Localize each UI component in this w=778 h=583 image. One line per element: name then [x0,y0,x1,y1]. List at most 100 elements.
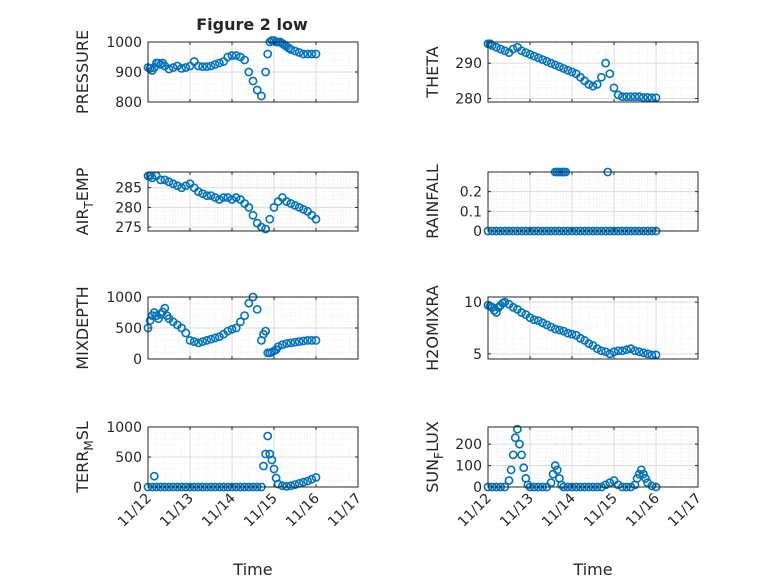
chart-4-point [189,337,199,347]
chart-7-x-tick-label: 11/17 [665,491,705,531]
chart-5-y-label-main: H2OMIXRA [423,285,442,371]
chart-4-point [177,323,186,333]
chart-3-axes-box [487,171,699,232]
chart-5-point [605,349,615,359]
chart-7-x-tick-label: 11/14 [539,490,579,530]
chart-2-point [210,193,220,202]
chart-2-point [206,191,216,200]
chart-7-point [641,474,650,483]
chart-6-point [290,480,300,489]
chart-4-point [198,337,207,347]
chart-2-y-label: AIRTEMP [73,167,96,235]
chart-5-axes-box [487,296,699,360]
chart-3-y-label-main: RAINFALL [423,164,442,239]
chart-5-point [508,302,518,312]
chart-4-point [206,334,216,344]
chart-2-point [282,197,291,206]
chart-5-point [525,313,535,323]
chart-6-point [261,449,270,459]
chart-0-point [263,49,273,59]
chart-1-point [500,46,510,56]
chart-4-point [277,340,287,350]
chart-5-point [563,328,573,338]
chart-7-point [504,476,514,485]
chart-7-axes-box [487,426,699,488]
chart-6-y-label-main: TERR [73,451,92,494]
chart-4-point [286,338,296,348]
chart-7-y-tick-label: 200 [455,437,482,453]
chart-0-point [303,49,312,59]
chart-7-y-label: SUNFLUX [423,421,446,493]
chart-1-point [613,90,623,100]
chart-2-y-tick-label: 275 [115,220,142,236]
chart-3-y-tick-label: 0.2 [460,185,482,201]
chart-1-point [538,55,547,65]
chart-6-point [298,477,308,487]
chart-1-y-tick-label: 280 [455,91,482,107]
figure-title: Figure 2 low [196,15,308,34]
chart-0-point [198,62,207,71]
chart-0-point [227,51,237,60]
chart-0-axes: 800 900 1000 PRESSURE [73,30,359,114]
chart-4-axes: 0 500 1000 MIXDEPTH [73,286,359,370]
chart-0-point [261,67,270,77]
chart-5-y-tick-label: 5 [473,347,482,363]
chart-7-axes: 0 100 200 SUNFLUX 11/12 11/13 11/14 11/15 11/16 1… [423,421,705,579]
chart-2-point [147,173,157,183]
chart-7-x-tick-label: 11/12 [455,491,495,531]
chart-6-point [277,481,287,491]
chart-7-point [519,463,529,473]
chart-2-point [156,175,165,185]
chart-1-point [618,92,627,102]
chart-2-point [231,193,241,202]
chart-5-point [643,349,652,359]
chart-2-y-tick-label: 285 [115,181,142,197]
chart-6-point [263,431,273,441]
chart-1-point [597,72,606,82]
chart-6-x-tick-label: 11/16 [283,490,323,530]
chart-7-x-label: Time [572,560,612,579]
chart-0-point [168,63,178,72]
chart-3-y-tick-label: 0.1 [460,204,482,220]
chart-5-point [634,347,644,357]
chart-4-point [303,335,312,345]
chart-7-point [601,480,610,490]
chart-6-point [269,464,279,474]
chart-2-y-label-rest: EMP [73,167,92,201]
chart-4-y-tick-label: 500 [115,321,142,337]
chart-1-point [605,69,615,79]
chart-6-x-label: Time [232,560,272,579]
chart-1-point [601,58,610,68]
chart-4-point [307,335,317,345]
chart-0-point [294,48,304,57]
chart-4-point [298,336,308,346]
chart-1-point [529,51,539,61]
chart-5-point [613,346,623,356]
chart-0-point [210,60,220,69]
chart-0-point [244,67,254,77]
chart-2-point [244,202,254,212]
chart-7-y-tick-label: 100 [455,459,482,475]
chart-2-point [198,189,207,199]
chart-5-point [592,344,602,354]
chart-0-point [307,49,317,59]
chart-5-point [542,320,552,330]
chart-4-point [252,304,262,314]
chart-6-x-tick-label: 11/17 [325,491,365,531]
chart-0-y-tick-label: 1000 [106,35,142,51]
chart-6-point [311,472,321,482]
chart-7-y-label-sub: F [432,452,446,459]
chart-6-point [273,479,283,489]
chart-0-point [206,61,216,71]
chart-1-axes: 280 290 THETA [423,39,699,107]
chart-1-point [534,53,543,63]
chart-4-point [294,337,304,347]
chart-0-point [223,52,233,62]
chart-4-point [193,338,203,348]
chart-1-point [555,62,564,72]
chart-5-point [639,348,648,358]
chart-7-point [552,465,562,475]
chart-6-x-tick-label: 11/13 [157,491,197,531]
chart-0-point [177,64,186,73]
chart-0-y-label-main: PRESSURE [73,30,92,114]
